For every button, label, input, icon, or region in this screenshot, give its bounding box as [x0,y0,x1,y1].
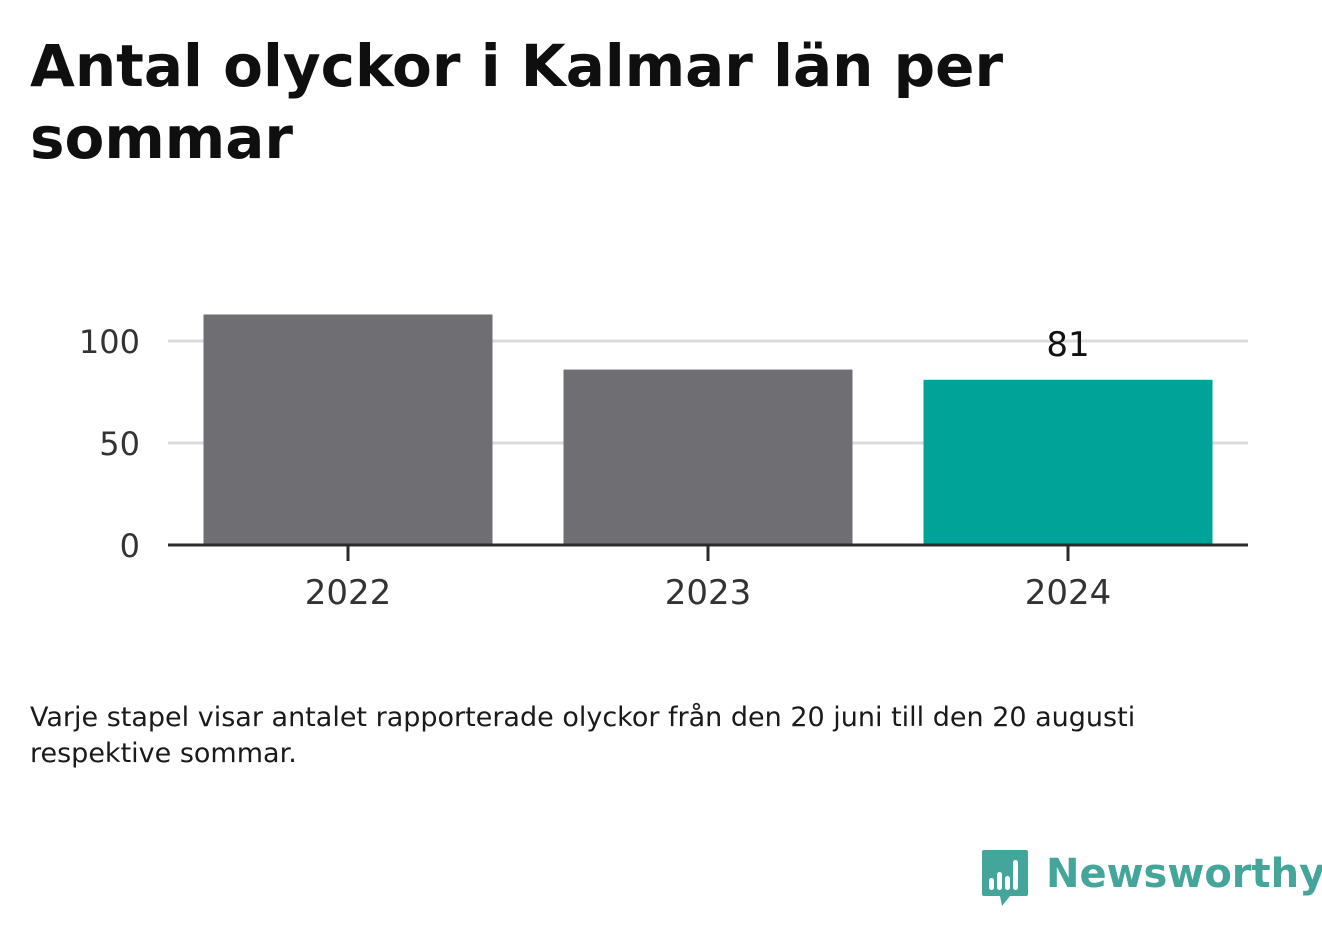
bar-2024 [923,379,1213,545]
y-tick-label: 0 [120,527,140,565]
chart-footnote: Varje stapel visar antalet rapporterade … [30,702,1136,769]
x-tick-label: 2024 [1025,573,1112,613]
labels: 0 50 100 2022 2023 2024 81 [79,323,1111,613]
data-label-2024: 81 [1046,325,1089,365]
brand-name: Newsworthy [1046,851,1322,897]
bars [203,314,1213,545]
y-tick-label: 100 [79,323,140,361]
x-tick-label: 2022 [305,573,392,613]
x-tick-label: 2023 [665,573,752,613]
bar-2022 [203,314,493,545]
y-tick-label: 50 [99,425,140,463]
chart-title: Antal olyckor i Kalmar län per sommar [30,32,1004,172]
brand-logo: Newsworthy [980,848,1322,912]
bar-2023 [563,369,853,545]
axes [168,543,1248,561]
bar-chart-speech-bubble-icon [982,850,1028,906]
